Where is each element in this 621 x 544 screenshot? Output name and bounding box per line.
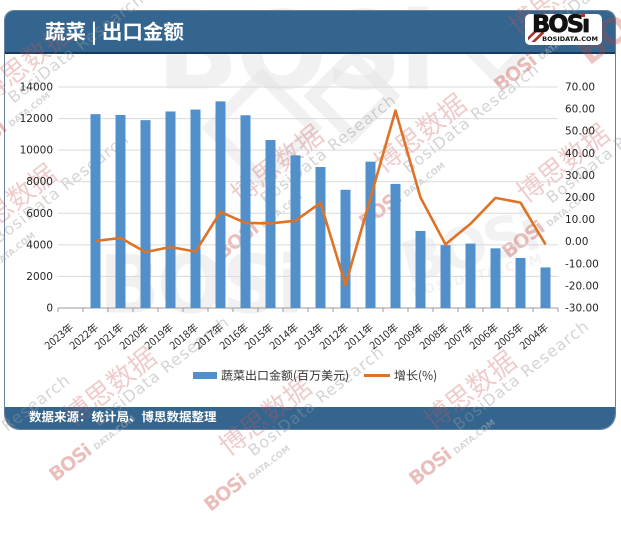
- logo-brand-text: BOSı: [532, 14, 591, 38]
- legend-label-line: [393, 368, 438, 383]
- legend-item-bar: [192, 368, 350, 383]
- logo-site-text: BOSIDATA.COM: [542, 35, 598, 43]
- chart-legend: [5, 368, 615, 383]
- chart-card: BOSı BOSIDATA.COM: [4, 10, 616, 430]
- legend-item-line: [363, 368, 438, 383]
- bar-swatch-icon: [192, 372, 217, 379]
- page-title: [45, 19, 184, 45]
- page: { "header": { "title": "蔬菜 | 出口金额", "log…: [0, 0, 621, 516]
- bosi-logo: BOSı BOSIDATA.COM: [525, 14, 602, 45]
- card-footer: [5, 407, 615, 429]
- legend-label-bar: [220, 368, 350, 383]
- data-source-note: [29, 409, 217, 425]
- logo-i-dot-icon: [580, 14, 585, 17]
- line-swatch-icon: [363, 374, 390, 377]
